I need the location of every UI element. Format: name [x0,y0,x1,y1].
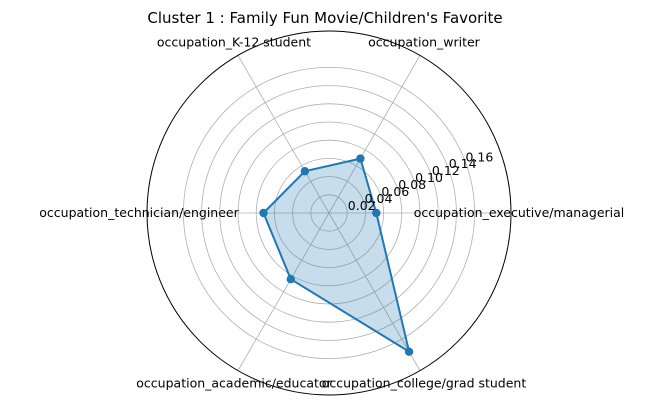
category-label-0: occupation_executive/managerial [414,205,625,220]
category-label-3: occupation_technician/engineer [39,205,239,220]
r-tick-label-4: 0.10 [415,170,443,185]
radial-tick-labels: 0.020.040.060.080.100.120.140.16 [348,149,494,213]
data-point-0 [372,208,381,218]
category-label-4: occupation_academic/educator [136,376,332,391]
r-tick-label-1: 0.04 [365,191,393,206]
category-labels: occupation_executive/managerial occupatio… [39,35,624,391]
outer-spine [146,30,512,396]
grid-spoke-4 [237,212,330,371]
category-label-1: occupation_writer [368,35,481,50]
data-point-4 [286,274,295,284]
data-point-3 [259,208,268,218]
grid-spoke-2 [237,55,330,214]
grid-spoke-1 [328,55,421,214]
category-label-2: occupation_K-12 student [157,35,311,50]
r-tick-label-3: 0.08 [398,177,426,192]
r-tick-label-0: 0.02 [348,198,376,213]
r-tick-label-6: 0.14 [449,156,477,171]
series-layer [259,154,414,356]
r-tick-label-5: 0.12 [432,163,460,178]
data-point-1 [356,154,365,163]
category-label-5: occupation_college/grad student [322,376,527,391]
radial-grid [146,30,512,396]
data-point-5 [404,347,414,356]
r-tick-label-7: 0.16 [466,149,494,164]
chart-title: Cluster 1 : Family Fun Movie/Children's … [147,9,502,27]
r-tick-label-2: 0.06 [381,184,409,199]
grid-spoke-5 [328,212,421,371]
data-point-2 [300,167,310,176]
series-area [263,158,410,352]
